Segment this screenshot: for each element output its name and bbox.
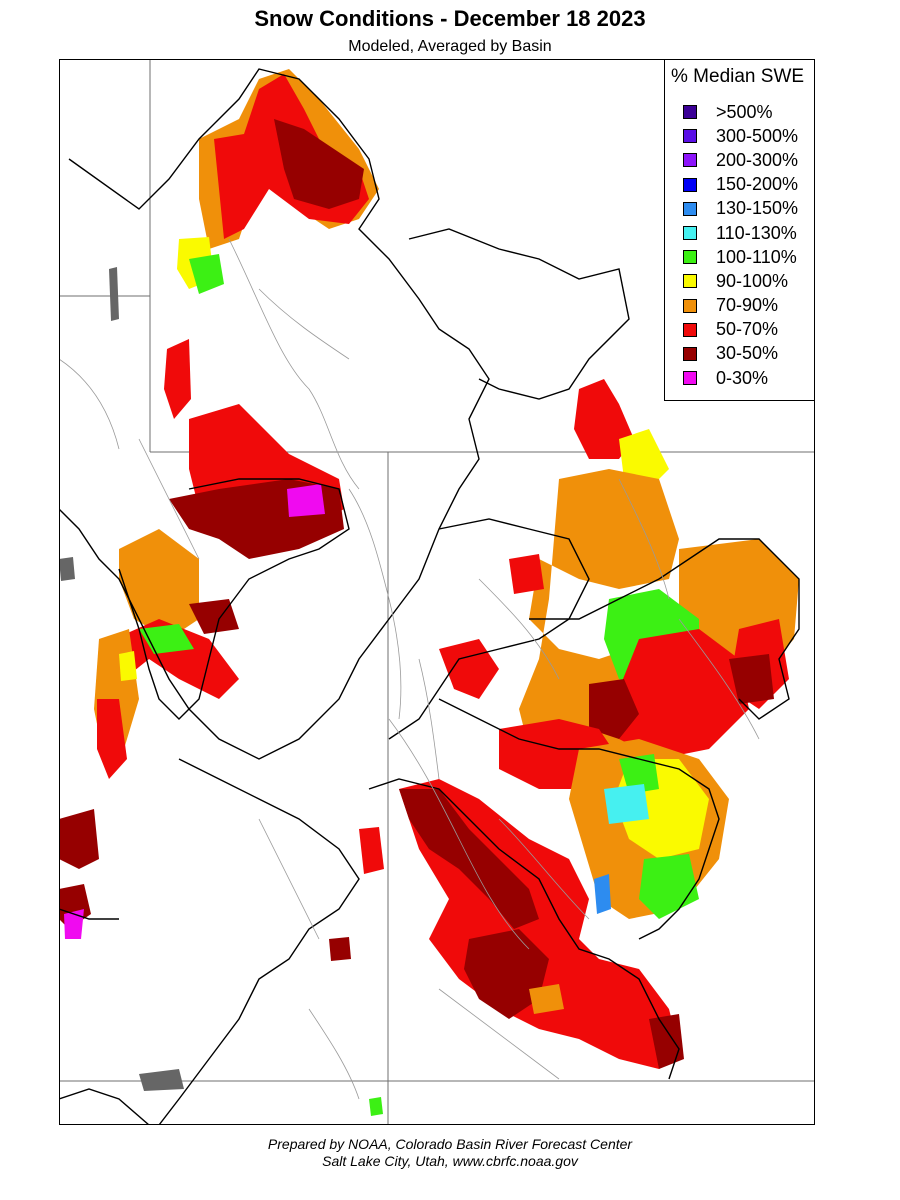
legend-item: 150-200%	[683, 173, 798, 197]
legend-item: 200-300%	[683, 148, 798, 172]
legend-swatch	[683, 129, 697, 144]
legend-item: 70-90%	[683, 294, 798, 318]
rivers	[59, 238, 760, 1100]
lake-3	[139, 1069, 184, 1091]
map-title: Snow Conditions - December 18 2023	[254, 6, 646, 31]
legend-swatch	[683, 274, 697, 289]
legend-label: 110-130%	[716, 222, 797, 243]
region-east-red-mid	[619, 629, 749, 759]
region-east-darkred-right	[729, 654, 774, 704]
legend-title: % Median SWE	[671, 66, 805, 87]
lakes	[59, 267, 184, 1091]
map-subtitle: Modeled, Averaged by Basin	[348, 38, 552, 55]
footer-credit: Prepared by NOAA, Colorado Basin River F…	[267, 1136, 633, 1152]
legend-swatch	[683, 346, 697, 361]
legend-swatch	[683, 201, 697, 216]
region-central-scatter-red	[439, 639, 499, 699]
region-east-darkred-mid	[589, 679, 639, 739]
region-southeast-blue	[594, 874, 611, 914]
legend-label: 130-150%	[716, 198, 799, 219]
legend-item: 300-500%	[683, 124, 798, 148]
legend: % Median SWE >500% 300-500% 200-300% 150…	[664, 59, 815, 401]
region-south-darkred-isolated	[329, 937, 351, 961]
legend-label: 200-300%	[716, 149, 799, 170]
legend-item: 30-50%	[683, 342, 798, 366]
region-west-orange	[119, 529, 199, 639]
legend-label: 50-70%	[716, 319, 779, 340]
region-north-green	[189, 254, 224, 294]
legend-item: 50-70%	[683, 318, 798, 342]
region-central-magenta	[287, 484, 325, 517]
region-west-redstrip	[164, 339, 191, 419]
region-south-green-isolated	[369, 1097, 383, 1116]
legend-label: 90-100%	[716, 270, 789, 291]
region-west-darkred	[189, 599, 239, 634]
legend-swatch	[683, 298, 697, 313]
legend-label: 30-50%	[716, 343, 779, 364]
legend-label: 70-90%	[716, 295, 779, 316]
region-south-orange-small	[529, 984, 564, 1014]
legend-swatch	[683, 226, 697, 241]
legend-items: >500% 300-500% 200-300% 150-200% 130-150…	[683, 100, 798, 390]
region-southeast-green-top	[619, 754, 659, 794]
region-south-red-isolated	[359, 827, 384, 874]
legend-item: 130-150%	[683, 197, 798, 221]
legend-label: 100-110%	[716, 246, 797, 267]
legend-swatch	[683, 177, 697, 192]
lake-1	[109, 267, 119, 321]
legend-label: >500%	[716, 101, 773, 122]
legend-item: 90-100%	[683, 269, 798, 293]
legend-swatch	[683, 371, 697, 386]
region-far-southwest-magenta	[64, 909, 84, 939]
legend-swatch	[683, 250, 697, 265]
legend-label: 0-30%	[716, 367, 769, 388]
region-far-southwest-darkred	[59, 809, 99, 869]
footer-location: Salt Lake City, Utah, www.cbrfc.noaa.gov	[322, 1153, 578, 1169]
region-north-darkred	[274, 119, 364, 209]
region-southeast-cyan	[604, 784, 649, 824]
map-frame	[59, 59, 815, 1125]
region-southwest-yellow	[119, 651, 137, 681]
region-south-darkred-2	[464, 929, 549, 1019]
basin-boundaries	[59, 68, 800, 1125]
legend-item: 100-110%	[683, 245, 798, 269]
legend-label: 300-500%	[716, 125, 799, 146]
region-south-darkred-3	[649, 1014, 684, 1069]
legend-item: 110-130%	[683, 221, 798, 245]
legend-swatch	[683, 105, 697, 120]
legend-label: 150-200%	[716, 174, 799, 195]
lake-2	[59, 557, 75, 581]
snow-regions	[59, 69, 799, 1116]
region-southwest-red	[97, 699, 127, 779]
legend-swatch	[683, 322, 697, 337]
legend-item: 0-30%	[683, 366, 798, 390]
footer: Prepared by NOAA, Colorado Basin River F…	[0, 1136, 900, 1170]
legend-swatch	[683, 153, 697, 168]
legend-item: >500%	[683, 100, 798, 124]
region-central-scatter-red-2	[509, 554, 544, 594]
